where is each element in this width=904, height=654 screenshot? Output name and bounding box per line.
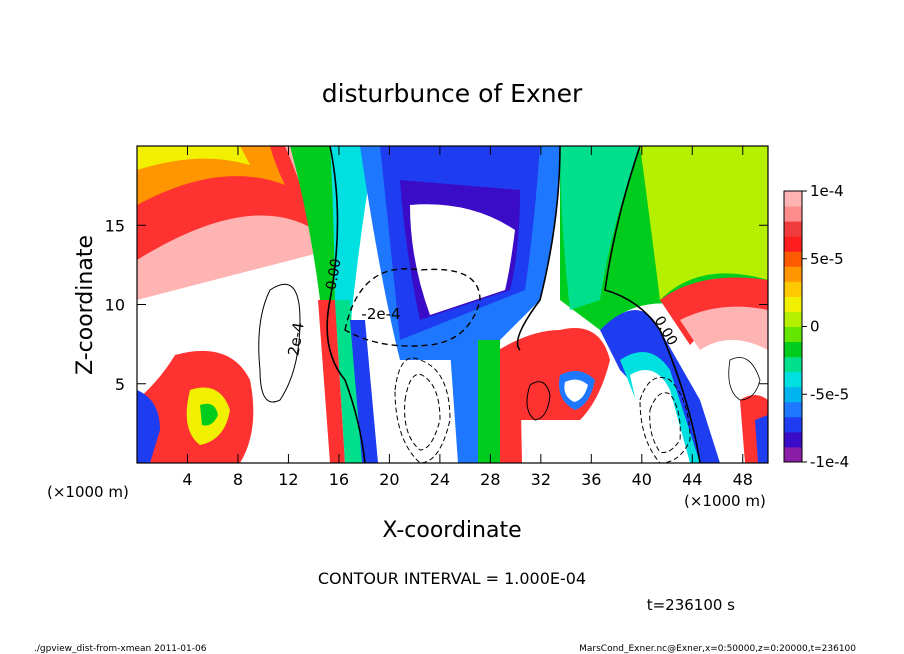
x-unit-left: (×1000 m) — [47, 483, 129, 501]
colorbar — [783, 190, 803, 463]
x-tick-label: 8 — [233, 470, 243, 489]
colorbar-swatch — [784, 251, 802, 267]
colorbar-swatch — [784, 431, 802, 448]
heatmap-field — [137, 146, 768, 463]
colorbar-swatch — [784, 416, 802, 433]
colorbar-swatch — [784, 266, 802, 282]
footer-left: ./gpview_dist-from-xmean 2011-01-06 — [34, 644, 207, 654]
x-tick-label: 32 — [531, 470, 551, 489]
colorbar-swatch — [784, 191, 802, 207]
colorbar-swatch — [784, 326, 802, 343]
colorbar-tick-label: -1e-4 — [810, 453, 849, 471]
contour-label: 2e-4 — [284, 321, 308, 357]
x-tick-label: 4 — [182, 470, 192, 489]
x-tick-label: 44 — [682, 470, 702, 489]
y-axis-label: Z-coordinate — [73, 235, 98, 375]
colorbar-swatch — [784, 446, 802, 463]
y-axis-ticks: 5 10 15 — [105, 216, 768, 394]
x-tick-label: 24 — [430, 470, 450, 489]
x-tick-label: 12 — [278, 470, 298, 489]
colorbar-swatch — [784, 236, 802, 252]
x-tick-label: 16 — [329, 470, 349, 489]
contour-lines — [258, 146, 761, 463]
chart-title: disturbunce of Exner — [322, 79, 583, 108]
colorbar-swatch — [784, 281, 802, 297]
colorbar-tick-label: -5e-5 — [810, 385, 849, 403]
colorbar-swatch — [784, 341, 802, 358]
colorbar-tick-label: 5e-5 — [810, 250, 844, 268]
colorbar-tick-label: 1e-4 — [810, 182, 844, 200]
footer-right: MarsCond_Exner.nc@Exner,x=0:50000,z=0:20… — [579, 644, 856, 654]
y-tick-label: 10 — [105, 296, 125, 315]
x-tick-label: 28 — [480, 470, 500, 489]
y-tick-label: 5 — [115, 375, 125, 394]
colorbar-ticks: 1e-4 5e-5 0 -5e-5 -1e-4 — [802, 182, 849, 471]
contour-interval: CONTOUR INTERVAL = 1.000E-04 — [318, 569, 586, 588]
y-tick-label: 15 — [105, 216, 125, 235]
contour-label: 0.00 — [323, 258, 344, 291]
x-tick-label: 48 — [733, 470, 753, 489]
colorbar-swatch — [784, 386, 802, 403]
colorbar-swatch — [784, 371, 802, 388]
x-unit-right: (×1000 m) — [684, 492, 766, 510]
x-axis-ticks: 4 8 12 16 20 24 28 32 36 40 44 48 — [182, 146, 753, 489]
x-tick-label: 40 — [632, 470, 652, 489]
colorbar-swatch — [784, 311, 802, 327]
time-label: t=236100 s — [647, 596, 735, 614]
contour-label: -2e-4 — [361, 305, 400, 323]
x-tick-label: 36 — [581, 470, 601, 489]
colorbar-swatch — [784, 356, 802, 373]
colorbar-swatch — [784, 206, 802, 222]
colorbar-tick-label: 0 — [810, 318, 820, 336]
colorbar-swatch — [784, 221, 802, 237]
x-axis-label: X-coordinate — [382, 518, 521, 543]
colorbar-swatch — [784, 296, 802, 312]
x-tick-label: 20 — [379, 470, 399, 489]
colorbar-swatch — [784, 401, 802, 418]
